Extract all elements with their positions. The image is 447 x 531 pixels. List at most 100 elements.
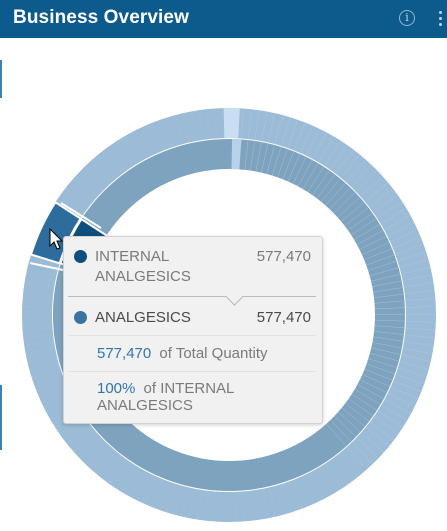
child-legend-dot	[74, 311, 87, 324]
tooltip-parent-row: INTERNAL ANALGESICS 577,470	[64, 247, 322, 292]
tooltip-divider	[68, 296, 316, 297]
segment-seam	[319, 466, 336, 493]
segment-seam	[22, 321, 53, 323]
segment-seam	[124, 136, 140, 163]
segment-seam	[307, 140, 341, 193]
segment-seam	[262, 488, 269, 519]
tooltip-separator	[68, 335, 316, 336]
segment-seam	[222, 108, 224, 139]
segment-seam	[359, 379, 415, 407]
segment-seam	[269, 487, 277, 517]
segment-seam	[374, 306, 436, 310]
segment-seam	[347, 194, 398, 231]
tooltip-share-suffix: of INTERNAL ANALGESICS	[97, 380, 234, 414]
segment-seam	[212, 491, 216, 522]
segment-seam	[301, 476, 315, 504]
sunburst-segment-top-inner[interactable]	[231, 139, 242, 170]
tooltip-child-row: ANALGESICS 577,470	[64, 308, 322, 330]
segment-seam	[255, 111, 268, 172]
segment-seam	[362, 374, 419, 400]
segment-seam	[206, 109, 211, 140]
segment-seam	[29, 361, 59, 370]
tooltip-parent-value: 577,470	[256, 248, 311, 265]
segment-seam	[261, 113, 276, 173]
segment-seam	[359, 222, 415, 250]
segment-seam	[173, 485, 183, 515]
segment-seam	[361, 229, 418, 255]
segment-seam	[329, 164, 372, 210]
tooltip-share-row: 100% of INTERNAL ANALGESICS	[64, 380, 322, 420]
segment-seam	[189, 488, 196, 519]
segment-seam	[64, 188, 89, 208]
segment-seam	[22, 327, 53, 331]
segment-seam	[138, 128, 152, 156]
segment-seam	[104, 149, 123, 174]
segment-seam	[69, 182, 94, 202]
segment-seam	[364, 236, 421, 261]
segment-seam	[325, 159, 367, 206]
segment-seam	[275, 485, 285, 515]
segment-seam	[214, 108, 217, 139]
left-edge-marker	[0, 60, 2, 98]
segment-seams	[21, 108, 437, 522]
segment-seam	[372, 342, 433, 355]
tooltip-total-value: 577,470	[97, 345, 152, 362]
segment-seam	[351, 393, 404, 428]
segment-seam	[326, 423, 368, 470]
segment-seam	[353, 208, 407, 241]
sunburst-segment-top-light[interactable]	[223, 108, 240, 139]
segment-seam	[143, 476, 157, 504]
segment-seam	[372, 274, 433, 287]
segment-seam	[356, 215, 411, 245]
segment-seam	[68, 427, 93, 447]
segment-seam	[295, 479, 307, 507]
segment-seam	[74, 432, 97, 453]
segment-seam	[220, 491, 223, 522]
segment-seam	[288, 481, 300, 510]
segment-seam	[374, 325, 436, 331]
segment-seam	[175, 115, 184, 145]
segment-seam	[197, 489, 203, 520]
more-options-icon[interactable]	[436, 9, 444, 29]
segment-seam	[145, 125, 158, 154]
segment-seam	[235, 491, 238, 522]
segment-seam	[85, 442, 107, 465]
segment-seam	[198, 110, 204, 140]
segment-seam	[341, 407, 390, 447]
segment-seam	[250, 110, 260, 171]
segment-seam	[369, 259, 429, 276]
segment-seam	[151, 479, 163, 507]
info-icon[interactable]: i	[399, 10, 415, 26]
segment-seam	[373, 290, 435, 298]
segment-seam	[330, 419, 373, 465]
segment-seam	[90, 446, 112, 470]
segment-seam	[25, 348, 56, 354]
segment-seam	[316, 149, 354, 199]
segment-seam	[242, 491, 246, 522]
segment-seam	[337, 176, 383, 218]
segment-seam	[336, 455, 355, 480]
segment-seam	[24, 341, 55, 347]
segment-seam	[249, 490, 253, 521]
segment-seam	[86, 164, 108, 187]
segment-seam	[366, 363, 425, 385]
segment-seam	[63, 421, 89, 441]
segment-seam	[369, 353, 429, 370]
segment-seam	[297, 132, 328, 187]
segment-seam	[22, 306, 53, 308]
segment-seam	[364, 368, 422, 393]
segment-seam	[374, 298, 436, 304]
segment-separator	[29, 262, 64, 271]
parent-legend-dot	[74, 250, 87, 263]
panel-header: Business Overview i	[0, 0, 447, 38]
segment-seam	[354, 389, 408, 421]
panel-title: Business Overview	[13, 7, 189, 28]
segment-seam	[357, 384, 412, 414]
segment-seam	[91, 159, 113, 183]
segment-seam	[341, 451, 362, 475]
segment-seam	[31, 367, 61, 378]
segment-separator	[60, 202, 102, 229]
segment-seam	[367, 251, 427, 271]
segment-seam	[266, 115, 283, 175]
tooltip-separator	[68, 371, 316, 372]
